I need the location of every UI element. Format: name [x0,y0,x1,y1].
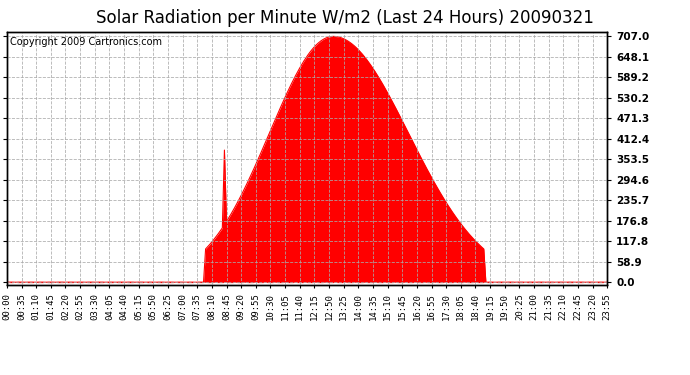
Text: Copyright 2009 Cartronics.com: Copyright 2009 Cartronics.com [10,37,162,47]
Text: Solar Radiation per Minute W/m2 (Last 24 Hours) 20090321: Solar Radiation per Minute W/m2 (Last 24… [96,9,594,27]
